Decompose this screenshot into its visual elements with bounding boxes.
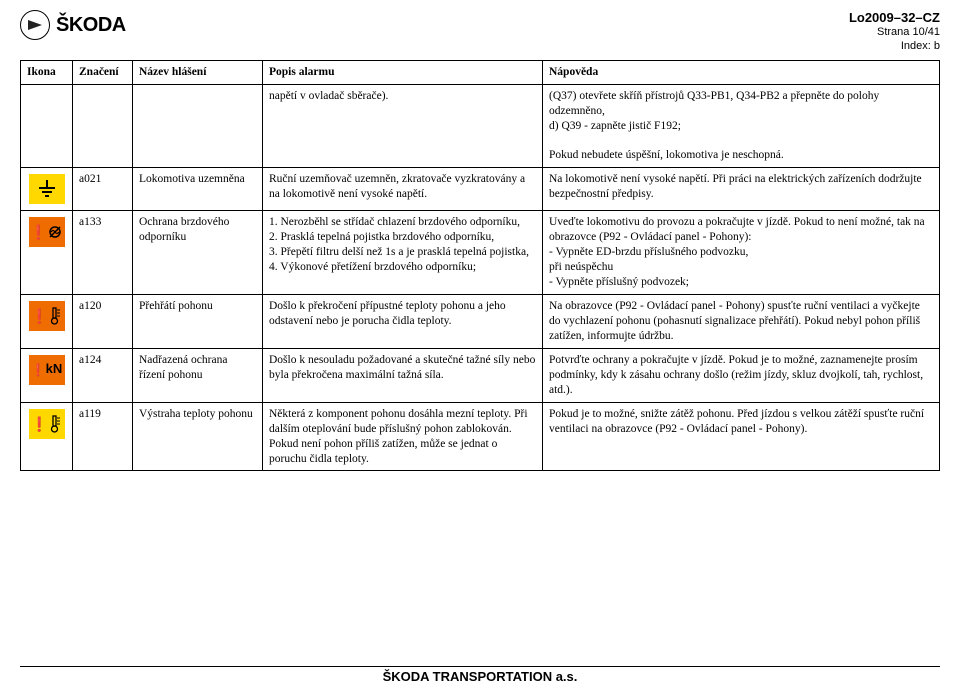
ground-icon: [29, 174, 65, 204]
thermometer-icon: [48, 307, 62, 325]
table-row: ❗ a119 Výstraha teploty pohonu Některá z…: [21, 402, 940, 471]
cell-name: Nadřazená ochrana řízení pohonu: [133, 348, 263, 402]
cell-name: Přehřátí pohonu: [133, 295, 263, 349]
exclamation-icon: ❗: [31, 417, 48, 431]
cell-help: Potvrďte ochrany a pokračujte v jízdě. P…: [543, 348, 940, 402]
cell-icon: ❗: [21, 295, 73, 349]
cell-desc: Ruční uzemňovač uzemněn, zkratovače vyzk…: [263, 168, 543, 211]
cell-label: a119: [73, 402, 133, 471]
overheat-icon: ❗: [29, 301, 65, 331]
cell-label: a124: [73, 348, 133, 402]
cell-icon: ❗: [21, 211, 73, 295]
coil-icon: [47, 224, 63, 240]
brand-logo: ŠKODA: [20, 10, 126, 40]
col-icon: Ikona: [21, 60, 73, 84]
cell-help: Pokud je to možné, snižte zátěž pohonu. …: [543, 402, 940, 471]
footer-company: ŠKODA TRANSPORTATION a.s.: [20, 666, 940, 684]
cell-icon: ❗: [21, 402, 73, 471]
exclamation-icon: ❗: [30, 225, 47, 239]
cell-desc: Došlo k překročení přípustné teploty poh…: [263, 295, 543, 349]
cell-name: Výstraha teploty pohonu: [133, 402, 263, 471]
cell-icon: [21, 168, 73, 211]
cell-label: a021: [73, 168, 133, 211]
cell-desc: Došlo k nesouladu požadované a skutečné …: [263, 348, 543, 402]
doc-meta: Lo2009–32–CZ Strana 10/41 Index: b: [849, 10, 940, 54]
thermometer-icon: [48, 415, 62, 433]
temp-warning-icon: ❗: [29, 409, 65, 439]
table-row: ❗ a120 Přehřátí pohonu Došlo k překročen…: [21, 295, 940, 349]
cell-name: Lokomotiva uzemněna: [133, 168, 263, 211]
cell-name: [133, 84, 263, 168]
page-header: ŠKODA Lo2009–32–CZ Strana 10/41 Index: b: [20, 10, 940, 54]
logo-arrow-icon: [28, 20, 42, 30]
cell-desc: Některá z komponent pohonu dosáhla mezní…: [263, 402, 543, 471]
cell-label: a120: [73, 295, 133, 349]
index-indicator: Index: b: [849, 40, 940, 54]
cell-icon: ❗kN: [21, 348, 73, 402]
alarm-table: Ikona Značení Název hlášení Popis alarmu…: [20, 60, 940, 472]
cell-desc: napětí v ovladač sběrače).: [263, 84, 543, 168]
brand-name: ŠKODA: [56, 14, 126, 37]
cell-help: Uveďte lokomotivu do provozu a pokračujt…: [543, 211, 940, 295]
logo-mark: [20, 10, 50, 40]
table-row: ❗kN a124 Nadřazená ochrana řízení pohonu…: [21, 348, 940, 402]
cell-help: (Q37) otevřete skříň přístrojů Q33-PB1, …: [543, 84, 940, 168]
cell-desc: 1. Nerozběhl se střídač chlazení brzdové…: [263, 211, 543, 295]
warning-resistor-icon: ❗: [29, 217, 65, 247]
kn-label: kN: [46, 361, 63, 378]
col-name: Název hlášení: [133, 60, 263, 84]
cell-help: Na obrazovce (P92 - Ovládací panel - Poh…: [543, 295, 940, 349]
cell-icon: [21, 84, 73, 168]
cell-help: Na lokomotivě není vysoké napětí. Při pr…: [543, 168, 940, 211]
cell-label: [73, 84, 133, 168]
table-row: a021 Lokomotiva uzemněna Ruční uzemňovač…: [21, 168, 940, 211]
col-label: Značení: [73, 60, 133, 84]
kn-force-icon: ❗kN: [29, 355, 65, 385]
cell-label: a133: [73, 211, 133, 295]
doc-id: Lo2009–32–CZ: [849, 10, 940, 26]
col-help: Nápověda: [543, 60, 940, 84]
table-header-row: Ikona Značení Název hlášení Popis alarmu…: [21, 60, 940, 84]
table-row: ❗ a133 Ochrana brzdového odporníku 1. Ne…: [21, 211, 940, 295]
exclamation-icon: ❗: [31, 309, 48, 323]
table-row: napětí v ovladač sběrače). (Q37) otevřet…: [21, 84, 940, 168]
col-desc: Popis alarmu: [263, 60, 543, 84]
cell-name: Ochrana brzdového odporníku: [133, 211, 263, 295]
exclamation-icon: ❗: [31, 364, 46, 376]
page-indicator: Strana 10/41: [849, 26, 940, 40]
